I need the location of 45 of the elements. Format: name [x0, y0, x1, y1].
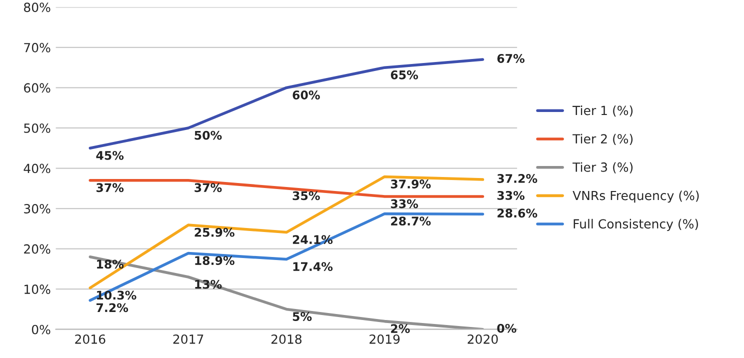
data-label: 17.4% — [293, 262, 333, 272]
data-label: 2% — [391, 324, 410, 334]
legend-label: Tier 3 (%) — [572, 162, 633, 174]
y-tick-label: 20% — [24, 244, 50, 254]
line-series — [88, 58, 484, 150]
y-tick-label: 50% — [24, 123, 50, 133]
line-series — [88, 175, 484, 290]
data-label: 37.2% — [497, 174, 538, 183]
data-label: 37% — [194, 183, 222, 192]
data-label: 60% — [292, 90, 320, 100]
line-series — [88, 212, 484, 302]
data-label: 35% — [292, 191, 320, 200]
legend-label: Tier 2 (%) — [572, 134, 633, 146]
data-label: 25.9% — [194, 228, 234, 237]
data-label: 37% — [96, 183, 124, 192]
data-label: 33% — [390, 199, 418, 208]
data-label: 18% — [97, 260, 124, 269]
x-tick-label: 2020 — [468, 334, 498, 344]
data-label: 37.9% — [390, 180, 431, 188]
data-label: 5% — [292, 312, 312, 321]
data-label: 28.7% — [391, 216, 431, 226]
data-label: 67% — [497, 54, 524, 63]
y-tick-label: 70% — [24, 42, 50, 52]
data-label: 28.6% — [498, 208, 538, 218]
legend-label: Full Consistency (%) — [574, 218, 698, 232]
data-label: 65% — [390, 70, 418, 80]
x-tick-label: 2018 — [271, 334, 302, 344]
data-label: 0% — [497, 324, 516, 333]
y-tick-label: 30% — [24, 204, 50, 214]
legend-label: VNRs Frequency (%) — [572, 190, 699, 203]
y-tick-label: 60% — [24, 83, 50, 93]
y-tick-label: 0% — [32, 324, 50, 334]
data-label: 45% — [96, 150, 124, 160]
data-label: 33% — [497, 190, 524, 200]
x-tick-label: 2016 — [75, 334, 106, 344]
y-tick-label: 10% — [24, 284, 50, 294]
y-tick-label: 40% — [24, 164, 50, 174]
x-tick-label: 2019 — [370, 334, 400, 344]
data-label: 50% — [194, 130, 222, 140]
data-label: 13% — [195, 280, 222, 289]
data-label: 18.9% — [195, 256, 234, 265]
y-tick-label: 80% — [24, 2, 50, 12]
x-tick-label: 2017 — [173, 334, 204, 344]
legend-label: Tier 1 (%) — [572, 106, 633, 117]
data-label: 7.2% — [96, 303, 128, 312]
